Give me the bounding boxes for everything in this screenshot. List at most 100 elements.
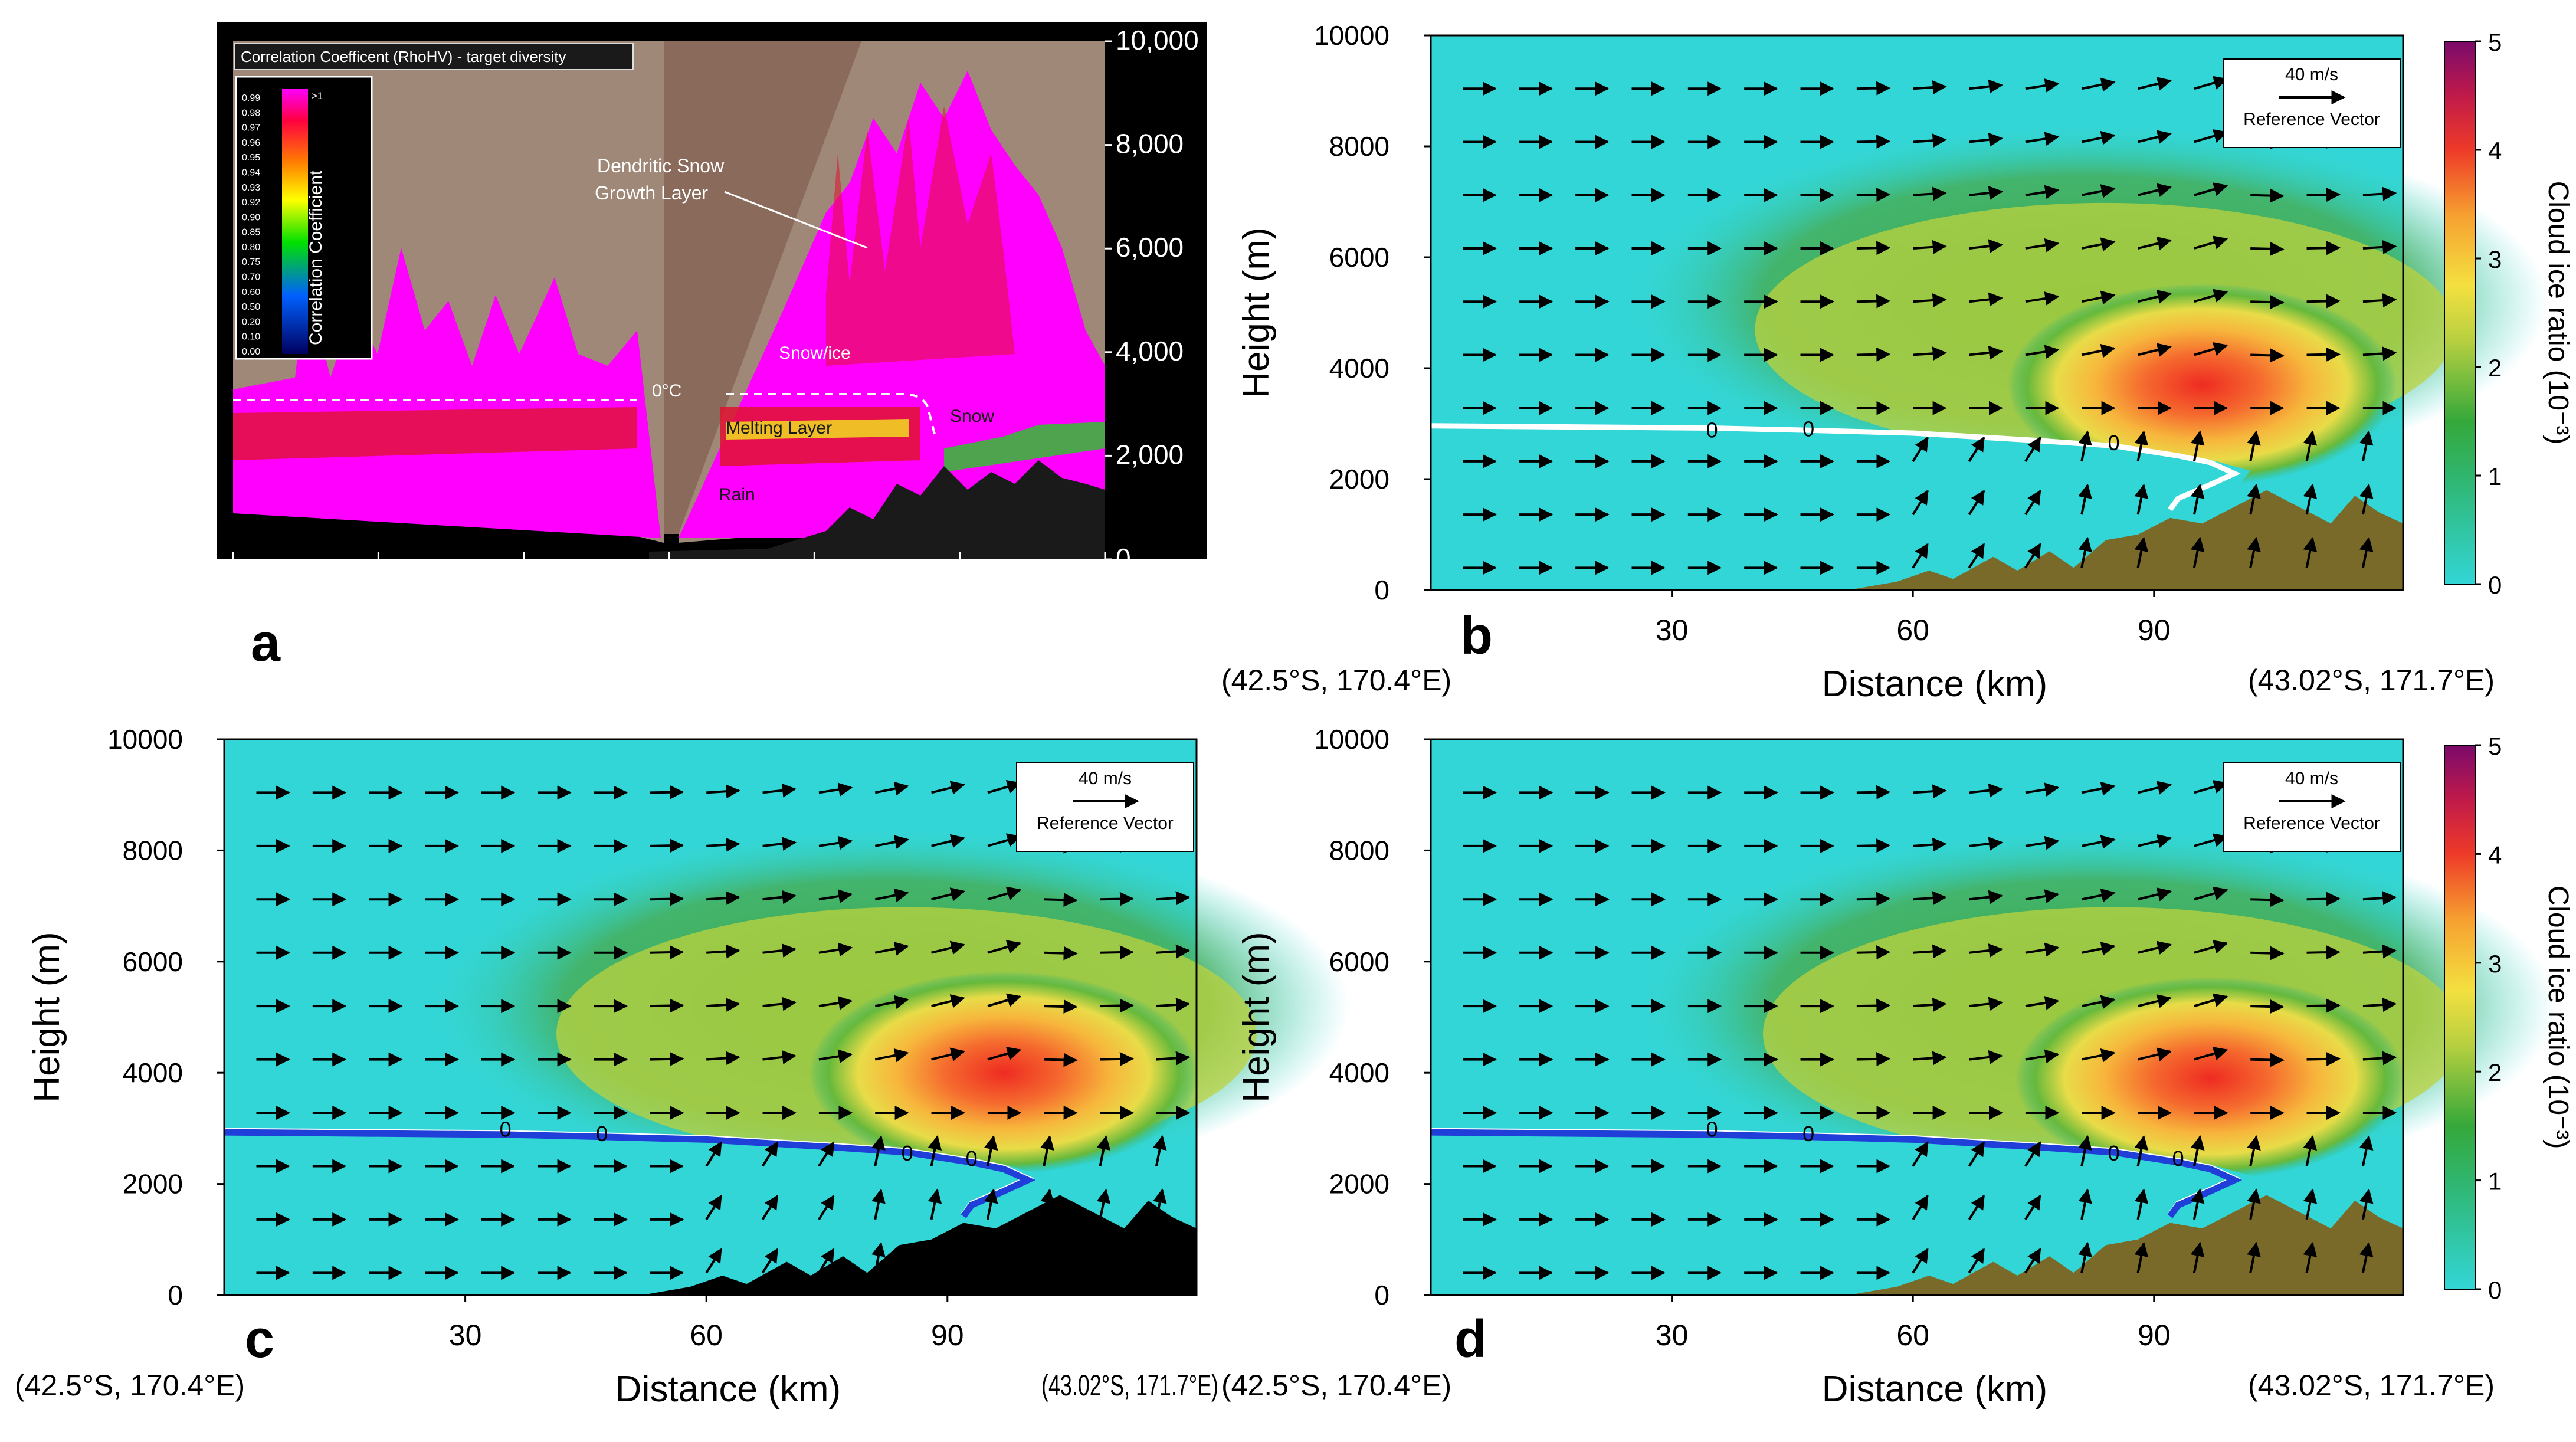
wind-vector [761, 1248, 779, 1274]
wind-vector [2138, 834, 2172, 848]
wind-vector [650, 998, 684, 1013]
wind-vector [2134, 1241, 2149, 1273]
wind-vector [928, 1135, 942, 1166]
wind-vector [1152, 1135, 1167, 1166]
panel-d-reference-vector-box [2223, 762, 2401, 852]
wind-vector [2194, 833, 2228, 847]
wind-vector [987, 940, 1022, 954]
panel-c-contour-label: 0 [596, 1122, 608, 1146]
wind-vector [2078, 483, 2092, 515]
melting-layer-yellow [726, 419, 909, 440]
wind-vector [1969, 239, 2003, 254]
rhohv-colorbar-tick-label: 0.96 [242, 138, 260, 148]
panel-d-frame [1430, 738, 2404, 1296]
wind-vector [1096, 1241, 1111, 1273]
panel-b-y-tick-label: 4000 [1329, 353, 1389, 384]
panel-b-frame [1430, 34, 2404, 591]
panel-b-left-coord: (42.5°S, 170.4°E) [1221, 664, 1451, 697]
rhohv-colorbar-tick-label: 0.50 [242, 302, 260, 312]
panel-d-ice-max [2015, 976, 2405, 1180]
freezing-level-line [233, 393, 936, 437]
panel-b-reference-vector-label: Reference Vector [2243, 110, 2380, 129]
wind-vector [874, 995, 909, 1010]
wind-vector [1856, 81, 1891, 96]
panel-a-y-ticks: 0 2,000 4,000 6,000 8,000 10,000 [1105, 25, 1199, 573]
wind-vector [987, 779, 1022, 794]
wind-vector [1969, 890, 2003, 904]
panel-c-ice-max [809, 971, 1198, 1175]
wind-vector [2303, 430, 2318, 462]
wind-vector [1152, 1241, 1167, 1273]
wind-vector [1913, 346, 1947, 361]
panel-d-terrain [1849, 1195, 2403, 1295]
wind-vector [2194, 940, 2228, 954]
wind-vector [2078, 537, 2092, 568]
rhohv-colorbar-tick-label: 0.93 [242, 183, 260, 193]
wind-vector [2306, 347, 2341, 362]
panel-c-reference-vector-speed: 40 m/s [1079, 769, 1132, 788]
panel-d-colorbar-label: Cloud ice ratio (10⁻³) [2542, 886, 2574, 1149]
wind-vector [1856, 1051, 1891, 1066]
panel-d-reference-vector-label: Reference Vector [2243, 814, 2380, 833]
panel-c: 0 0 0 0 40 m/s Reference Vector 0 2000 4000 6000 8… [15, 724, 1349, 1410]
wind-vector [1913, 944, 1947, 959]
wind-vector [2359, 483, 2374, 515]
wind-vector [1969, 345, 2003, 360]
wind-vector [2190, 1135, 2205, 1166]
wind-vector [2134, 537, 2149, 568]
panel-d-y-tick-label: 6000 [1329, 946, 1389, 977]
wind-vector [1912, 490, 1929, 516]
panel-c-frame [223, 738, 1198, 1296]
panel-b-x-tick-label: 30 [1656, 614, 1689, 647]
panel-b-colorbar-tick-label: 0 [2488, 571, 2502, 599]
rhohv-colorbar-tick-label: 0.20 [242, 317, 260, 327]
wind-vector [1969, 186, 2003, 200]
panel-b-colorbar [2444, 41, 2476, 585]
wind-vector [2194, 76, 2228, 90]
wind-vector [2194, 342, 2228, 356]
panel-d-right-coord: (43.02°S, 171.7°E) [2248, 1369, 2495, 1402]
annotation-dendritic-line1: Dendritic Snow [597, 155, 725, 176]
panel-d-left-coord: (42.5°S, 170.4°E) [1221, 1369, 1451, 1402]
wind-vector [987, 833, 1022, 847]
wind-vector [1913, 240, 1947, 254]
panel-d: 0 0 0 0 40 m/s Reference Vector 0 2000 4000 6000 8… [1221, 724, 2574, 1410]
wind-vector [2081, 77, 2116, 92]
wind-vector [1968, 1194, 1985, 1220]
wind-vector [1044, 999, 1078, 1014]
wind-vector [2138, 994, 2172, 1008]
radar-sector-left [233, 248, 661, 538]
wind-vector [984, 1241, 998, 1273]
wind-vector [706, 891, 740, 906]
wind-vector [2247, 537, 2261, 568]
wind-vector [2025, 238, 2060, 253]
wind-vector [871, 1241, 886, 1273]
wind-vector [762, 783, 797, 798]
wind-vector [1969, 1050, 2003, 1064]
wind-vector [2081, 290, 2116, 305]
wind-vector [931, 1047, 965, 1061]
wind-vector [2194, 129, 2228, 143]
wind-vector [2025, 889, 2060, 903]
annotation-snow-ice: Snow/ice [779, 343, 851, 363]
panel-a-x-tick-label: 40 [363, 566, 394, 597]
wind-vector [2081, 184, 2116, 198]
panel-b-colorbar-tick-label: 2 [2488, 354, 2502, 382]
panel-a-y-tick-label: 6,000 [1116, 232, 1184, 263]
wind-vector [2025, 942, 2060, 957]
wind-vector [931, 994, 965, 1008]
rhohv-colorbar-tick-label: 0.10 [242, 332, 260, 342]
wind-vector [2081, 237, 2116, 251]
panel-d-colorbar-tick-label: 0 [2488, 1276, 2502, 1304]
wind-vector [650, 838, 684, 853]
wind-vector [2303, 537, 2318, 568]
wind-vector [1912, 1141, 1929, 1167]
rhohv-colorbar [282, 89, 308, 354]
wind-vector [2362, 186, 2397, 201]
annotation-dendritic-line2: Growth Layer [595, 182, 708, 204]
wind-vector [762, 890, 797, 904]
panel-d-y-tick-label: 2000 [1329, 1169, 1389, 1200]
rhohv-colorbar-tick-label: 0.92 [242, 198, 260, 208]
wind-vector [931, 940, 965, 955]
panel-c-right-coord: (43.02°S, 171.7°E) [1041, 1369, 1218, 1402]
